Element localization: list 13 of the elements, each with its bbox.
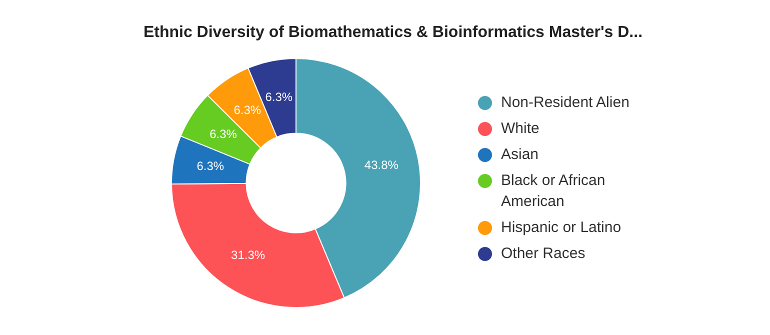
legend-label: White (501, 119, 540, 139)
legend-label: Other Races (501, 244, 586, 264)
chart-title: Ethnic Diversity of Biomathematics & Bioinformatics Master's D... (142, 24, 644, 42)
legend-label: Black or African American (501, 171, 606, 212)
legend-label: Non-Resident Alien (501, 93, 630, 113)
legend-label: Hispanic or Latino (501, 218, 622, 238)
data-label: 43.8% (364, 158, 399, 172)
data-label: 6.3% (210, 127, 238, 142)
data-label: 6.3% (265, 90, 293, 104)
data-label: 31.3% (231, 248, 266, 262)
data-label: 6.3% (234, 102, 262, 117)
data-label: 6.3% (196, 158, 224, 173)
legend-label: Asian (501, 145, 539, 165)
